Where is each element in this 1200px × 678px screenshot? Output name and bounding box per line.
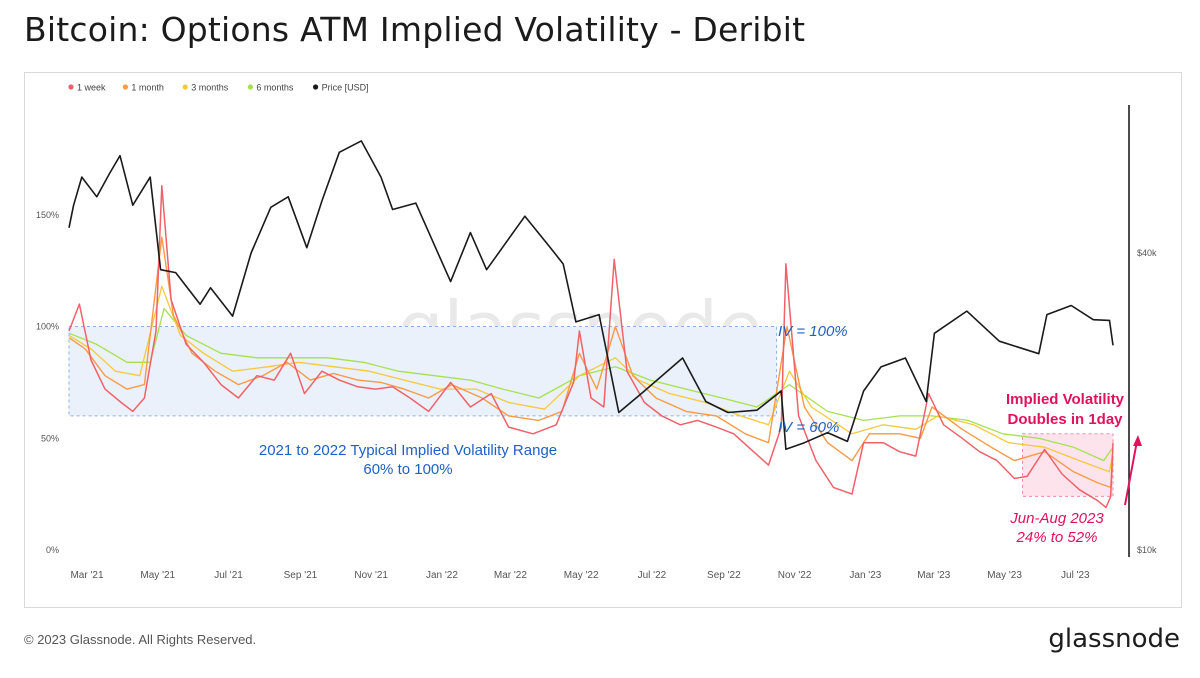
summer-rect [1022, 433, 1114, 497]
jump-arrow [1124, 440, 1138, 506]
axes: 0% 50% 100% 150% $10k $40k Mar '21 May '21 Jul '… [36, 105, 1157, 581]
x-tick: Jan '22 [426, 570, 458, 581]
iv-60-label: IV = 60% [778, 419, 839, 436]
page-title: Bitcoin: Options ATM Implied Volatility … [24, 10, 806, 49]
x-tick: Sep '22 [707, 570, 741, 581]
x-tick: May '21 [140, 570, 175, 581]
copyright: © 2023 Glassnode. All Rights Reserved. [24, 632, 257, 647]
chart-card: 1 week 1 month 3 months 6 months Price [USD]… [24, 72, 1182, 608]
y-left-tick: 50% [41, 433, 59, 443]
x-tick: Mar '23 [917, 570, 950, 581]
x-tick: May '23 [987, 570, 1022, 581]
jump-label-1: Implied Volatility [1006, 391, 1125, 408]
y-left-tick: 0% [46, 545, 59, 555]
y-right-tick: $10k [1137, 545, 1157, 555]
x-tick: Sep '21 [284, 570, 318, 581]
legend-swatch-w1 [68, 84, 74, 90]
x-tick: Nov '22 [778, 570, 812, 581]
legend-swatch-m3 [182, 84, 188, 90]
x-tick: Mar '21 [70, 570, 103, 581]
y-right-tick: $40k [1137, 248, 1157, 258]
legend-swatch-price [313, 84, 319, 90]
chart-legend: 1 week 1 month 3 months 6 months Price [USD] [68, 83, 369, 93]
legend-label-m1: 1 month [131, 83, 164, 93]
x-tick: Jul '21 [214, 570, 243, 581]
x-tick: May '22 [564, 570, 599, 581]
legend-swatch-m6 [247, 84, 253, 90]
x-tick: Jan '23 [849, 570, 881, 581]
typical-iv-band [68, 326, 778, 417]
jump-label-2: Doubles in 1day [1007, 411, 1123, 428]
series-group [68, 140, 1114, 509]
legend-swatch-m1 [122, 84, 128, 90]
legend-label-w1: 1 week [77, 83, 106, 93]
iv-100-label: IV = 100% [778, 323, 848, 340]
x-tick: Jul '23 [1061, 570, 1090, 581]
series-line-m3 [68, 285, 1114, 473]
y-left-tick: 150% [36, 210, 59, 220]
annotations: 2021 to 2022 Typical Implied Volatility … [259, 323, 1142, 546]
series-line-w1 [68, 184, 1114, 509]
band-label-pct: 60% to 100% [363, 461, 452, 478]
jump-arrow-head [1133, 435, 1142, 446]
iv-chart: 1 week 1 month 3 months 6 months Price [USD]… [36, 83, 1157, 582]
x-tick: Nov '21 [354, 570, 388, 581]
summer-label-2: 24% to 52% [1016, 529, 1098, 546]
band-rect [68, 326, 778, 417]
x-tick: Jul '22 [638, 570, 667, 581]
summer-2023-box [1022, 433, 1114, 497]
legend-label-price: Price [USD] [322, 83, 369, 93]
legend-label-m6: 6 months [256, 83, 294, 93]
brand-logo: glassnode [1048, 624, 1180, 654]
summer-label-1: Jun-Aug 2023 [1009, 510, 1104, 527]
x-tick: Mar '22 [494, 570, 527, 581]
series-line-price [68, 140, 1114, 451]
band-label-range: 2021 to 2022 Typical Implied Volatility … [259, 442, 557, 459]
legend-label-m3: 3 months [191, 83, 229, 93]
y-left-tick: 100% [36, 322, 59, 332]
